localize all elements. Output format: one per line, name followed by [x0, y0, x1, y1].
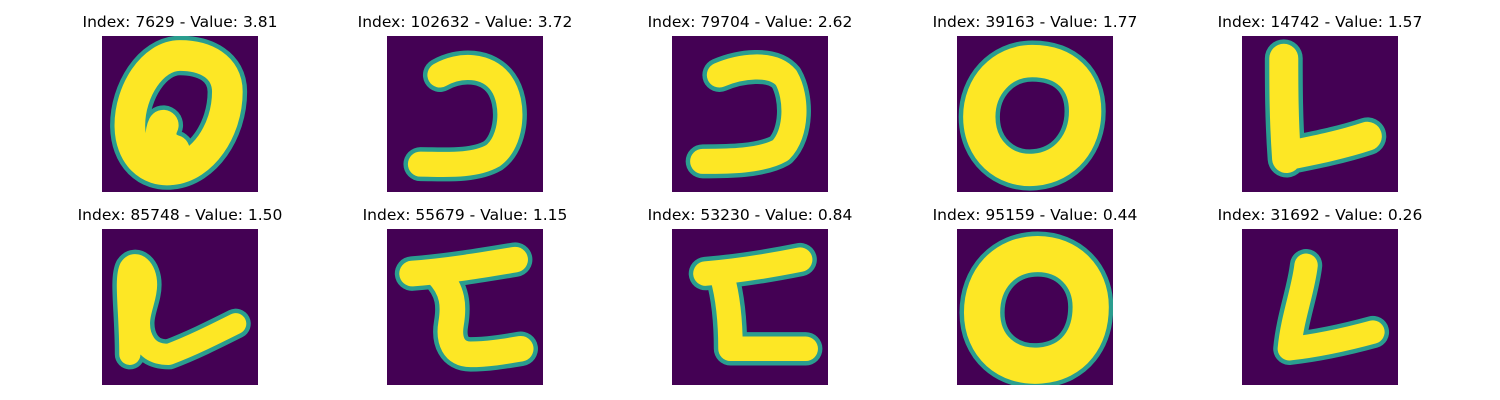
- image-panel: Index: 55679 - Value: 1.15: [350, 204, 580, 390]
- glyph-stroke: [963, 235, 1109, 384]
- image-panel: Index: 79704 - Value: 2.62: [635, 11, 865, 197]
- image-panel: Index: 7629 - Value: 3.81: [65, 11, 295, 197]
- panel-title: Index: 31692 - Value: 0.26: [1217, 206, 1423, 224]
- digit-image: [957, 229, 1113, 385]
- panel-title: Index: 7629 - Value: 3.81: [82, 13, 278, 31]
- panel-title: Index: 55679 - Value: 1.15: [362, 206, 568, 224]
- image-panel: Index: 14742 - Value: 1.57: [1205, 11, 1435, 197]
- glyph-stroke: [693, 247, 818, 362]
- image-panel: Index: 31692 - Value: 0.26: [1205, 204, 1435, 390]
- glyph-stroke: [399, 246, 534, 368]
- glyph-stroke: [963, 44, 1102, 186]
- panel-title: Index: 95159 - Value: 0.44: [932, 206, 1138, 224]
- panel-title: Index: 102632 - Value: 3.72: [357, 13, 573, 31]
- digit-image: [102, 229, 258, 385]
- digit-image: [1242, 36, 1398, 192]
- image-panel: Index: 39163 - Value: 1.77: [920, 11, 1150, 197]
- panel-title: Index: 39163 - Value: 1.77: [932, 13, 1138, 31]
- image-panel: Index: 53230 - Value: 0.84: [635, 204, 865, 390]
- digit-image: [387, 36, 543, 192]
- panel-title: Index: 14742 - Value: 1.57: [1217, 13, 1423, 31]
- digit-image: [1242, 229, 1398, 385]
- image-panel: Index: 102632 - Value: 3.72: [350, 11, 580, 197]
- panel-title: Index: 79704 - Value: 2.62: [647, 13, 853, 31]
- digit-image: [102, 36, 258, 192]
- digit-image: [672, 229, 828, 385]
- image-panel: Index: 95159 - Value: 0.44: [920, 204, 1150, 390]
- glyph-stroke: [116, 254, 247, 365]
- glyph-stroke: [1269, 43, 1382, 174]
- glyph-stroke: [690, 54, 807, 174]
- digit-image: [387, 229, 543, 385]
- digit-image: [957, 36, 1113, 192]
- panel-title: Index: 85748 - Value: 1.50: [77, 206, 283, 224]
- glyph-stroke: [114, 40, 243, 186]
- panel-title: Index: 53230 - Value: 0.84: [647, 206, 853, 224]
- digit-image: [672, 36, 828, 192]
- glyph-stroke: [407, 54, 523, 177]
- image-panel: Index: 85748 - Value: 1.50: [65, 204, 295, 390]
- image-background: [1242, 229, 1398, 385]
- glyph-stroke: [1277, 253, 1385, 361]
